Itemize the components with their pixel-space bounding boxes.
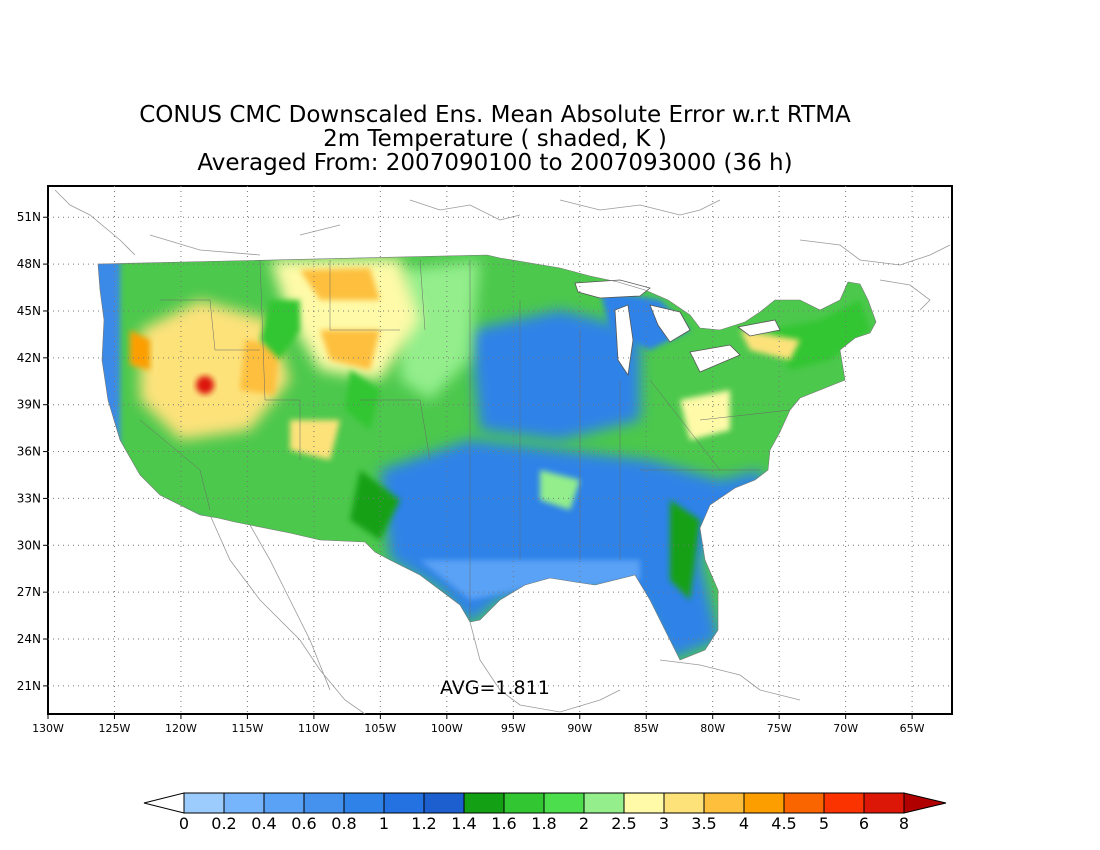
colorbar-box xyxy=(503,792,545,814)
lon-tick-label: 110W xyxy=(298,722,330,735)
lon-tick-label: 115W xyxy=(231,722,263,735)
lon-tick-label: 65W xyxy=(900,722,925,735)
colorbar-box xyxy=(423,792,465,814)
colorbar-box xyxy=(223,792,265,814)
colorbar-label: 5 xyxy=(819,814,829,833)
colorbar-box xyxy=(583,792,625,814)
lat-tick-label: 24N xyxy=(17,632,41,646)
lat-tick-label: 30N xyxy=(17,538,41,552)
colorbar-box xyxy=(543,792,585,814)
lon-tick-label: 120W xyxy=(165,722,197,735)
colorbar-box xyxy=(783,792,825,814)
lat-tick-label: 21N xyxy=(17,679,41,693)
lat-tick-label: 36N xyxy=(17,445,41,459)
colorbar-label: 0.8 xyxy=(331,814,356,833)
map-title: CONUS CMC Downscaled Ens. Mean Absolute … xyxy=(0,103,990,175)
colorbar-label: 2 xyxy=(579,814,589,833)
longitude-axis: 130W 125W 120W 115W 110W 105W 100W 95W 90W 85W 80W… xyxy=(32,714,925,735)
lat-tick-label: 39N xyxy=(17,398,41,412)
lat-tick-label: 42N xyxy=(17,351,41,365)
colorbar-label: 1.8 xyxy=(531,814,556,833)
colorbar-box xyxy=(743,792,785,814)
lon-tick-label: 90W xyxy=(567,722,592,735)
colorbar-box xyxy=(263,792,305,814)
colorbar-box xyxy=(863,792,905,814)
colorbar-box xyxy=(183,792,225,814)
colorbar-label: 8 xyxy=(899,814,909,833)
lon-tick-label: 105W xyxy=(364,722,396,735)
colorbar-label: 4 xyxy=(739,814,749,833)
colorbar-label: 0 xyxy=(179,814,189,833)
colorbar-box xyxy=(463,792,505,814)
colorbar-box xyxy=(623,792,665,814)
lon-tick-label: 125W xyxy=(99,722,131,735)
lat-tick-label: 51N xyxy=(17,210,41,224)
lat-tick-label: 33N xyxy=(17,491,41,505)
colorbar-label: 3.5 xyxy=(691,814,716,833)
lat-tick-label: 45N xyxy=(17,304,41,318)
lon-tick-label: 75W xyxy=(767,722,792,735)
lon-tick-label: 70W xyxy=(833,722,858,735)
colorbar-label: 4.5 xyxy=(771,814,796,833)
title-line-1: CONUS CMC Downscaled Ens. Mean Absolute … xyxy=(139,102,851,128)
colorbar-label: 1.2 xyxy=(411,814,436,833)
colorbar-label: 3 xyxy=(659,814,669,833)
colorbar-box xyxy=(823,792,865,814)
lon-tick-label: 80W xyxy=(700,722,725,735)
colorbar-box xyxy=(343,792,385,814)
colorbar-label: 2.5 xyxy=(611,814,636,833)
colorbar-box xyxy=(703,792,745,814)
colorbar-label: 1 xyxy=(379,814,389,833)
lon-tick-label: 85W xyxy=(634,722,659,735)
conus-outline xyxy=(97,254,877,661)
colorbar-box xyxy=(383,792,425,814)
colorbar-label: 1.6 xyxy=(491,814,516,833)
title-line-2: 2m Temperature ( shaded, K ) xyxy=(323,126,667,152)
colorbar-label: 0.2 xyxy=(211,814,236,833)
lat-tick-label: 48N xyxy=(17,257,41,271)
great-lakes xyxy=(574,279,781,377)
lon-tick-label: 130W xyxy=(32,722,64,735)
graticule-grid xyxy=(48,186,952,714)
average-label: AVG=1.811 xyxy=(440,677,550,699)
lon-tick-label: 95W xyxy=(501,722,526,735)
colorbar-label: 6 xyxy=(859,814,869,833)
colorbar-label: 0.6 xyxy=(291,814,316,833)
colorbar-box xyxy=(663,792,705,814)
lon-tick-label: 100W xyxy=(431,722,463,735)
background-coastlines xyxy=(54,189,951,714)
colorbar-label: 1.4 xyxy=(451,814,476,833)
title-line-3: Averaged From: 2007090100 to 2007093000 … xyxy=(197,150,793,176)
colorbar-low-triangle xyxy=(143,792,185,814)
colorbar-label: 0.4 xyxy=(251,814,276,833)
state-borders xyxy=(139,259,791,620)
colorbar-high-triangle xyxy=(903,792,947,814)
colorbar-box xyxy=(303,792,345,814)
lat-tick-label: 27N xyxy=(17,585,41,599)
latitude-axis: 51N 48N 45N 42N 39N 36N 33N 30N 27N 24N 21N xyxy=(17,210,48,693)
